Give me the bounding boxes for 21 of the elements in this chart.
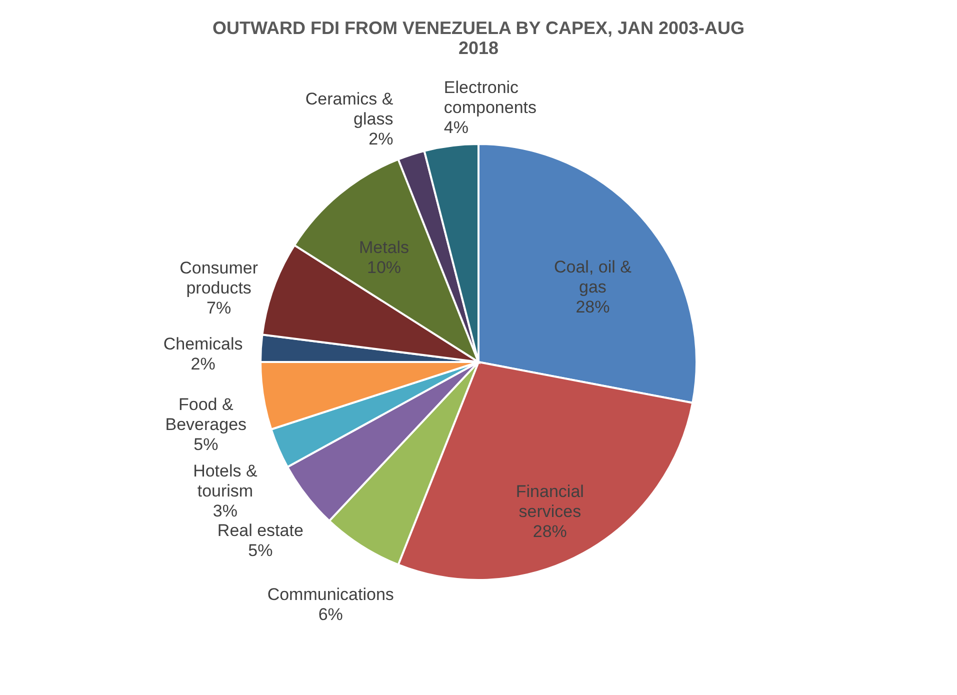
data-label: 4%: [444, 118, 468, 138]
data-label: 3%: [212, 502, 238, 521]
slice-label: Electronic components: [444, 78, 537, 118]
chart-title: OUTWARD FDI FROM VENEZUELA BY CAPEX, JAN 2003-AUG 2018: [212, 18, 745, 58]
data-label: 28%: [576, 298, 610, 317]
data-label: 5%: [248, 541, 273, 560]
slice-label: Chemicals: [163, 334, 243, 354]
slice-label: Communications: [267, 585, 394, 604]
slice-label: Ceramics & glass: [305, 90, 394, 129]
data-label: 2%: [368, 130, 394, 149]
slice-label: Real estate: [217, 521, 304, 540]
slice-label: Coal, oil & gas: [554, 258, 632, 297]
data-label: 7%: [206, 298, 232, 318]
data-label: 28%: [532, 522, 567, 541]
slice-label: Food & Beverages: [165, 395, 247, 434]
slice-label: Consumer products: [180, 258, 258, 298]
data-label: 5%: [194, 435, 218, 454]
data-label: 2%: [190, 354, 216, 374]
data-label: 6%: [318, 605, 343, 624]
slice-label: Financial services: [516, 482, 584, 521]
slice-label: Hotels & tourism: [193, 462, 258, 501]
